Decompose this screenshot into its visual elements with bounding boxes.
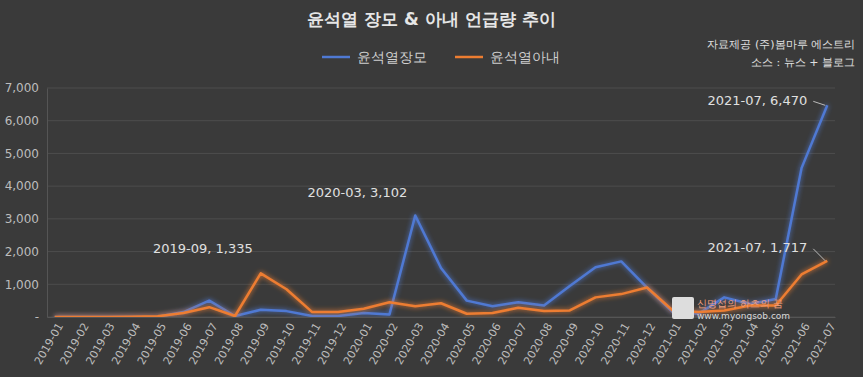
legend-swatch <box>455 56 483 59</box>
y-axis-line <box>47 89 48 318</box>
watermark-icon <box>672 297 694 319</box>
series-line <box>55 261 828 317</box>
y-tick-label: 1,000 <box>5 278 39 292</box>
chart: - 1,000 2,000 3,000 4,000 5,000 6,000 7,000 2019… <box>0 0 863 377</box>
legend-swatch <box>322 56 350 59</box>
annotation: 2021-07, 1,717 <box>707 240 807 255</box>
y-tick: - <box>35 310 47 324</box>
y-tick-label: 3,000 <box>5 212 39 226</box>
title: 윤석열 장모 & 아내 언급량 추이 <box>307 9 555 29</box>
grid <box>47 88 835 317</box>
y-tick: 2,000 <box>5 245 47 259</box>
grid-line <box>47 186 835 187</box>
annotations: 2019-09, 1,335 2020-03, 3,102 2021-07, 6,4… <box>153 93 825 261</box>
plot-area <box>55 105 828 317</box>
x-tick-label: 2021-07 <box>804 321 838 367</box>
y-tick: 7,000 <box>5 81 47 95</box>
annotation: 2019-09, 1,335 <box>153 241 253 256</box>
watermark: 신명섭의 하츠의 꿈 <box>697 298 783 309</box>
y-tick: 3,000 <box>5 212 47 226</box>
grid-line <box>47 88 835 89</box>
y-tick-label: 2,000 <box>5 245 39 259</box>
grid-line <box>47 284 835 285</box>
y-axis: - 1,000 2,000 3,000 4,000 5,000 6,000 7,000 <box>5 81 48 324</box>
grid-line <box>47 218 835 219</box>
leader-line <box>813 101 825 105</box>
watermark: www.myongsob.com <box>697 311 790 321</box>
background <box>0 0 863 377</box>
y-tick: 6,000 <box>5 114 47 128</box>
y-tick-label: 6,000 <box>5 114 39 128</box>
series-line <box>55 105 828 317</box>
leader-line <box>813 249 825 261</box>
annotation: 2021-07, 6,470 <box>707 93 807 108</box>
annotation: 2020-03, 3,102 <box>307 185 407 200</box>
y-tick: 1,000 <box>5 278 47 292</box>
source-note: 소스 : 뉴스 + 블로그 <box>751 56 855 69</box>
y-tick-label: 4,000 <box>5 179 39 193</box>
grid-line <box>47 153 835 154</box>
source-note: 자료제공 (주)봄마루 에스트리 <box>707 38 855 51</box>
grid-line <box>47 120 835 121</box>
y-tick-label: 5,000 <box>5 147 39 161</box>
x-axis: 2019-012019-022019-032019-042019-052019-… <box>32 317 839 367</box>
y-tick-label: 7,000 <box>5 81 39 95</box>
x-tick: 2021-07 <box>804 317 838 367</box>
legend-label: 윤석열아내 <box>490 49 560 65</box>
legend-label: 윤석열장모 <box>357 49 427 65</box>
y-tick-label: - <box>35 310 39 324</box>
legend: 윤석열장모 윤석열아내 <box>322 49 560 65</box>
y-tick: 4,000 <box>5 179 47 193</box>
y-tick: 5,000 <box>5 147 47 161</box>
